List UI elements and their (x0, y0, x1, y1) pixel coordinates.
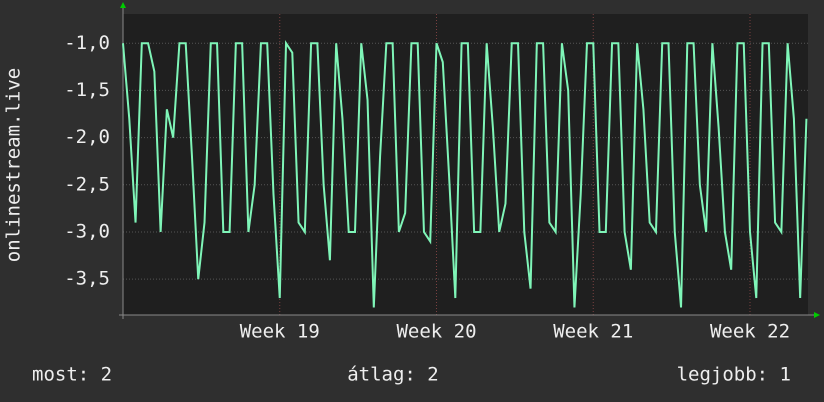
y-tick-label: -2,0 (64, 126, 110, 148)
y-axis-label: onlinestream.live (3, 68, 25, 262)
x-tick-label: Week 21 (553, 321, 633, 343)
footer-stat: átlag: 2 (347, 364, 439, 386)
footer-stat: most: 2 (32, 364, 112, 386)
y-tick-label: -2,5 (64, 173, 110, 195)
x-tick-label: Week 20 (396, 321, 476, 343)
x-tick-label: Week 22 (710, 321, 790, 343)
y-tick-label: -1,0 (64, 32, 110, 54)
y-tick-label: -3,0 (64, 220, 110, 242)
y-tick-label: -3,5 (64, 268, 110, 290)
plot-area (123, 14, 808, 315)
series-line (122, 40, 808, 308)
axis-arrow (120, 2, 126, 8)
y-tick-label: -1,5 (64, 79, 110, 101)
x-tick-label: Week 19 (240, 321, 320, 343)
axis-arrow (814, 312, 820, 318)
footer-stat: legjobb: 1 (677, 364, 791, 386)
